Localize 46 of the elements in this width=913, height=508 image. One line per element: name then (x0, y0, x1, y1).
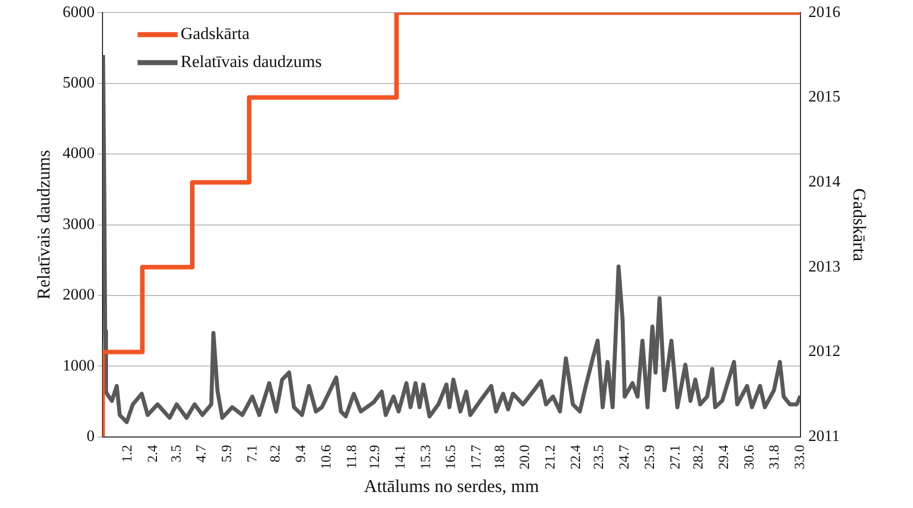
x-tick-label: 11.8 (344, 444, 360, 469)
legend-label: Relatīvais daudzums (180, 52, 322, 72)
x-tick-label: 24.7 (618, 444, 633, 470)
y-tick-label: 0 (86, 428, 95, 446)
x-tick-label: 30.6 (742, 444, 758, 470)
x-tick-label: 21.2 (544, 444, 559, 470)
y-axis-title: Relatīvais daudzums (34, 150, 54, 300)
x-tick-label: 33.0 (793, 444, 808, 470)
x-tick-label: 18.8 (492, 444, 508, 470)
x-tick-label: 2.4 (146, 444, 162, 462)
x-tick-label: 4.7 (194, 444, 210, 462)
x-tick-label: 8.2 (268, 444, 284, 462)
x-tick-label: 1.2 (120, 444, 136, 462)
y2-tick-label: 2014 (808, 174, 840, 191)
x-tick-label: 20.0 (518, 444, 534, 470)
x-tick-label: 7.1 (245, 444, 260, 462)
x-tick-label: 16.5 (444, 444, 460, 470)
x-tick-label: 25.9 (642, 444, 658, 470)
y2-tick-label: 2012 (808, 343, 840, 360)
x-tick-label: 29.4 (716, 444, 732, 470)
x-tick-label: 3.5 (169, 444, 184, 462)
x-tick-label: 31.8 (768, 444, 783, 470)
x-tick-label: 10.6 (319, 444, 334, 470)
y-tick-label: 3000 (62, 216, 95, 233)
x-tick-label: 28.2 (692, 444, 707, 470)
x-tick-label: 23.5 (592, 444, 608, 470)
y-tick-label: 5000 (62, 74, 95, 92)
x-tick-label: 27.1 (668, 444, 684, 470)
y-tick-label: 1000 (62, 357, 95, 374)
y2-tick-label: 2013 (808, 258, 840, 276)
y-tick-label: 6000 (62, 4, 95, 21)
y-tick-label: 4000 (62, 145, 95, 162)
legend-label: Gadskārta (180, 24, 250, 44)
y2-tick-label: 2011 (808, 428, 840, 446)
x-tick-label: 17.7 (470, 444, 485, 470)
x-axis-title: Attālums no serdes, mm (364, 476, 539, 496)
y2-tick-label: 2015 (808, 88, 840, 106)
x-tick-label: 22.4 (568, 444, 584, 470)
x-tick-label: 12.9 (368, 444, 384, 470)
y2-axis-title: Gadskārta (849, 188, 870, 262)
x-tick-label: 14.1 (393, 444, 408, 470)
y2-tick-label: 2016 (808, 4, 840, 21)
x-tick-label: 5.9 (220, 444, 236, 462)
x-tick-label: 15.3 (418, 444, 434, 470)
x-tick-label: 9.4 (294, 444, 310, 462)
y-tick-label: 2000 (62, 286, 95, 304)
